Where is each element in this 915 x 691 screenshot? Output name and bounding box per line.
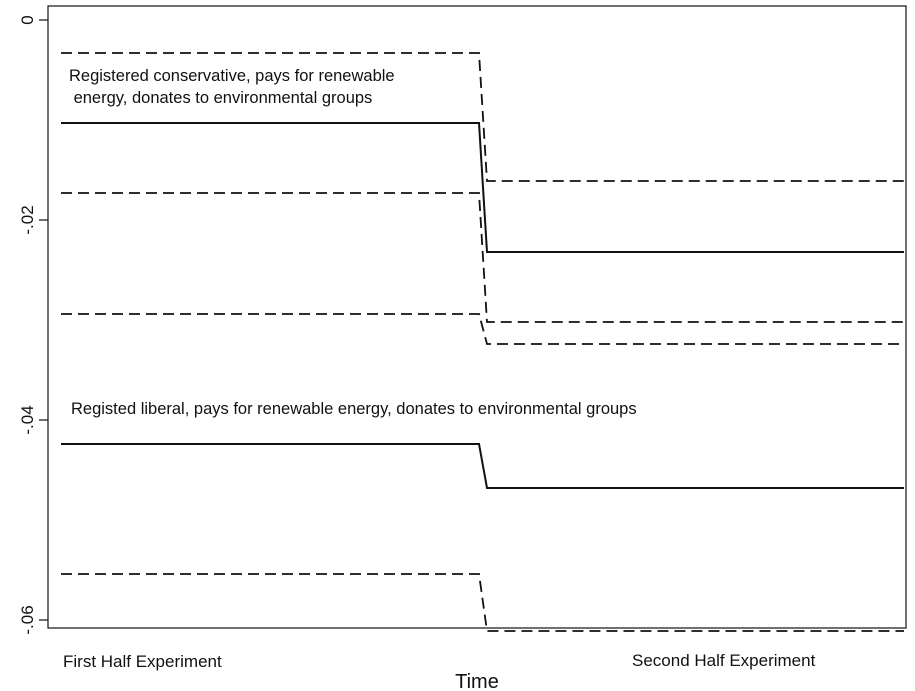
annotation-1: Registed liberal, pays for renewable ene… (71, 400, 637, 418)
series-liberal-dashed-4 (61, 313, 904, 345)
annotation-line: energy, donates to environmental groups (69, 89, 372, 107)
y-tick-label: -.04 (18, 405, 37, 434)
series-conservative-dashed-2 (61, 192, 904, 323)
series-liberal-dashed-5 (61, 573, 904, 632)
series-conservative-dashed-1 (61, 52, 904, 182)
series-conservative-solid-0 (61, 122, 904, 253)
annotation-line: Registed liberal, pays for renewable ene… (71, 400, 637, 418)
y-axis: 0 -.02 -.04 -.06 (18, 15, 48, 635)
annotation-0: Registered conservative, pays for renewa… (69, 67, 395, 107)
series-liberal-solid-3 (61, 443, 904, 489)
annotation-layer: Registered conservative, pays for renewa… (69, 67, 637, 418)
x-category-label-first: First Half Experiment (63, 652, 222, 671)
y-tick-label: -.02 (18, 205, 37, 234)
plot-frame (47, 5, 907, 629)
y-tick-label: 0 (18, 15, 37, 24)
annotation-line: Registered conservative, pays for renewa… (69, 67, 395, 85)
series-layer (61, 52, 904, 632)
x-category-label-second: Second Half Experiment (632, 651, 816, 670)
y-tick-label: -.06 (18, 605, 37, 634)
x-axis-title: Time (455, 671, 499, 691)
